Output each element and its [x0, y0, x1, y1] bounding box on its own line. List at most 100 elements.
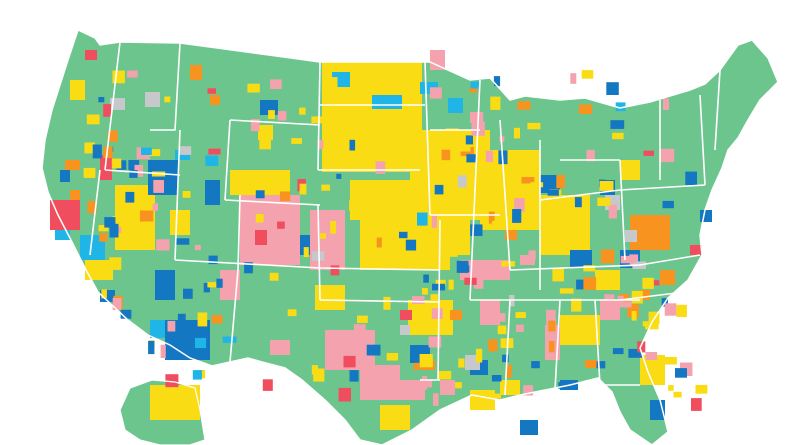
- county-cell: [422, 376, 428, 390]
- county-cell: [177, 313, 186, 324]
- county-cell: [493, 76, 501, 87]
- county-cell: [250, 119, 260, 132]
- county-cell: [152, 203, 158, 211]
- county-cell: [195, 337, 207, 349]
- state-border: [594, 299, 601, 386]
- county-cell: [491, 375, 502, 382]
- county-cell: [619, 301, 632, 308]
- county-cell: [629, 254, 636, 264]
- county-cell: [642, 277, 654, 289]
- county-cell: [112, 70, 125, 84]
- county-cell: [303, 247, 309, 258]
- county-cell: [620, 255, 634, 264]
- county-cell: [156, 239, 170, 251]
- county-cell: [160, 344, 166, 358]
- county-cell: [521, 177, 535, 184]
- county-cell: [571, 298, 582, 312]
- county-cell: [497, 325, 507, 335]
- county-cell: [645, 323, 659, 330]
- county-cell: [357, 315, 368, 323]
- county-cell: [417, 212, 428, 226]
- county-cell: [419, 354, 433, 368]
- county-patch-pink: [240, 195, 300, 265]
- county-cell: [499, 223, 504, 230]
- county-cell: [490, 96, 501, 110]
- county-cell: [578, 104, 593, 114]
- state-border: [639, 254, 701, 266]
- county-cell: [596, 361, 606, 369]
- county-patch-dark_blue: [700, 210, 712, 222]
- state-border: [150, 42, 181, 131]
- county-patch-yellow: [500, 380, 520, 395]
- county-cell: [98, 225, 109, 232]
- county-cell: [313, 368, 325, 382]
- county-cell: [548, 341, 555, 353]
- county-cell: [466, 154, 477, 163]
- state-border: [317, 61, 321, 171]
- county-cell: [455, 382, 462, 389]
- county-cell: [475, 348, 483, 363]
- county-cell: [375, 186, 388, 196]
- county-cell: [194, 244, 201, 251]
- county-cell: [662, 200, 674, 209]
- state-border: [619, 289, 701, 301]
- county-cell: [183, 288, 193, 299]
- county-cell: [558, 382, 568, 389]
- county-cell: [517, 101, 531, 110]
- county-cell: [473, 279, 484, 289]
- county-cell: [668, 385, 674, 391]
- county-cell: [139, 210, 154, 222]
- county-cell: [395, 110, 403, 121]
- county-cell: [259, 139, 271, 150]
- county-cell: [673, 391, 682, 398]
- county-cell: [606, 82, 619, 95]
- county-cell: [87, 201, 97, 214]
- county-cell: [299, 107, 306, 115]
- county-cell: [458, 358, 465, 368]
- county-patch-dark_blue: [205, 180, 220, 205]
- county-cell: [604, 294, 615, 302]
- county-patch-gray: [400, 325, 410, 335]
- county-cell: [277, 221, 285, 229]
- county-cell: [663, 357, 677, 365]
- county-cell: [99, 233, 108, 242]
- county-patch-yellow: [350, 180, 420, 220]
- county-cell: [153, 180, 164, 193]
- county-cell: [197, 312, 208, 327]
- county-cell: [222, 336, 237, 343]
- state-border: [619, 159, 626, 261]
- county-cell: [612, 348, 624, 355]
- county-cell: [570, 73, 577, 84]
- county-cell: [255, 190, 265, 199]
- county-cell: [430, 294, 438, 302]
- county-cell: [429, 87, 442, 99]
- county-patch-pink: [460, 260, 510, 280]
- county-patch-red: [85, 50, 97, 60]
- county-cell: [134, 164, 144, 177]
- county-cell: [208, 255, 218, 265]
- county-cell: [423, 274, 429, 283]
- county-cell: [660, 148, 675, 163]
- state-border: [174, 129, 181, 261]
- county-cell: [531, 361, 540, 369]
- county-cell: [109, 257, 122, 270]
- county-cell: [262, 379, 273, 391]
- county-cell: [502, 354, 509, 363]
- county-cell: [608, 204, 617, 219]
- state-border: [224, 199, 321, 206]
- county-patch-orange: [70, 190, 80, 200]
- county-cell: [485, 150, 493, 163]
- state-border: [539, 189, 621, 201]
- county-patch-orange: [585, 360, 597, 368]
- county-patch-dark_blue: [155, 270, 175, 300]
- county-cell: [597, 197, 611, 206]
- county-cell: [415, 136, 428, 145]
- county-cell: [330, 265, 340, 276]
- state-border: [104, 169, 181, 176]
- county-cell: [336, 173, 342, 179]
- county-patch-orange: [190, 65, 202, 80]
- county-cell: [203, 282, 210, 293]
- county-cell: [685, 171, 697, 185]
- county-cell: [199, 370, 206, 379]
